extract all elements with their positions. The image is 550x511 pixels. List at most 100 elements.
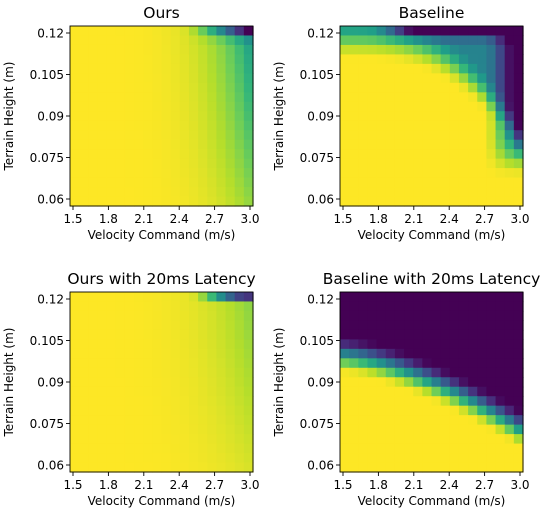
- heatmap-cell: [198, 453, 208, 464]
- heatmap-cell: [243, 35, 254, 46]
- heatmap-cell: [243, 44, 254, 56]
- heatmap-cell: [198, 424, 208, 435]
- heatmap-cell: [88, 367, 99, 378]
- heatmap-cell: [207, 377, 217, 388]
- heatmap-cell: [143, 310, 153, 322]
- heatmap-cell: [79, 396, 89, 407]
- heatmap-cell: [358, 348, 369, 359]
- heatmap-cell: [340, 149, 350, 160]
- heatmap-cell: [440, 130, 451, 141]
- heatmap-cell: [216, 329, 227, 340]
- heatmap-cell: [449, 73, 460, 84]
- heatmap-cell: [225, 386, 236, 397]
- heatmap-cell: [477, 292, 487, 303]
- heatmap-cell: [468, 415, 478, 426]
- heatmap-cell: [216, 26, 227, 37]
- heatmap-cell: [234, 396, 245, 407]
- heatmap-cell: [367, 424, 378, 435]
- heatmap-cell: [79, 415, 89, 426]
- heatmap-cell: [207, 149, 217, 160]
- heatmap-cell: [243, 73, 254, 84]
- heatmap-cell: [207, 111, 217, 122]
- heatmap-cell: [70, 177, 80, 188]
- heatmap-cell: [495, 26, 506, 37]
- heatmap-cell: [70, 196, 80, 207]
- heatmap-cell: [385, 73, 396, 84]
- heatmap-cell: [179, 405, 190, 416]
- y-tick-label: 0.06: [37, 459, 64, 473]
- heatmap-cell: [486, 462, 497, 473]
- heatmap-cell: [198, 196, 208, 207]
- heatmap-cell: [207, 434, 217, 445]
- heatmap-cell: [394, 187, 405, 198]
- heatmap-cell: [358, 367, 369, 378]
- heatmap-cell: [234, 111, 245, 122]
- heatmap-cell: [340, 329, 350, 340]
- heatmap-cell: [495, 358, 506, 369]
- heatmap-cell: [358, 168, 369, 179]
- heatmap-cell: [161, 367, 172, 378]
- heatmap-cell: [115, 101, 126, 112]
- heatmap-cell: [431, 292, 442, 303]
- heatmap-cell: [376, 92, 387, 103]
- heatmap-cell: [358, 92, 369, 103]
- heatmap-cell: [486, 82, 497, 93]
- heatmap-cell: [243, 120, 254, 131]
- heatmap-cell: [97, 386, 108, 397]
- heatmap-cell: [477, 26, 487, 37]
- heatmap-cell: [495, 101, 506, 112]
- heatmap-cell: [513, 149, 524, 160]
- heatmap-cell: [440, 26, 451, 37]
- heatmap-cell: [106, 386, 117, 397]
- heatmap-cell: [468, 139, 478, 150]
- heatmap-cell: [468, 348, 478, 359]
- heatmap-cell: [376, 54, 387, 65]
- heatmap-cell: [70, 63, 80, 74]
- heatmap-cell: [404, 462, 414, 473]
- heatmap-cell: [477, 149, 487, 160]
- heatmap-cell: [170, 453, 181, 464]
- heatmap-cell: [486, 158, 497, 169]
- heatmap-cell: [513, 63, 524, 74]
- heatmap-cell: [161, 149, 172, 160]
- heatmap-cell: [404, 26, 414, 37]
- heatmap-cell: [394, 82, 405, 93]
- heatmap-cell: [243, 149, 254, 160]
- heatmap-cell: [486, 386, 497, 397]
- heatmap-cell: [124, 168, 135, 179]
- heatmap-cell: [225, 329, 236, 340]
- heatmap-cell: [477, 415, 487, 426]
- heatmap-cell: [404, 415, 414, 426]
- heatmap-cell: [349, 339, 359, 350]
- heatmap-cell: [198, 443, 208, 454]
- heatmap-cell: [422, 149, 433, 160]
- heatmap-cell: [115, 348, 126, 359]
- heatmap-cell: [440, 339, 451, 350]
- heatmap-cell: [458, 462, 469, 473]
- heatmap-cell: [106, 177, 117, 188]
- heatmap-cell: [413, 73, 423, 84]
- heatmap-cell: [134, 35, 144, 46]
- heatmap-cell: [152, 443, 163, 454]
- heatmap-cell: [367, 292, 378, 303]
- heatmap-cell: [234, 386, 245, 397]
- heatmap-cell: [504, 292, 515, 303]
- heatmap-cell: [216, 434, 227, 445]
- heatmap-cell: [449, 396, 460, 407]
- heatmap-cell: [513, 462, 524, 473]
- heatmap-cell: [79, 196, 89, 207]
- heatmap-cell: [198, 377, 208, 388]
- heatmap-cell: [88, 443, 99, 454]
- heatmap-cell: [449, 339, 460, 350]
- heatmap-cell: [431, 187, 442, 198]
- heatmap-cell: [152, 35, 163, 46]
- heatmap-cell: [97, 329, 108, 340]
- heatmap-cell: [243, 196, 254, 207]
- heatmap-cell: [152, 424, 163, 435]
- heatmap-cell: [143, 44, 153, 56]
- heatmap-cell: [477, 158, 487, 169]
- heatmap-cell: [179, 158, 190, 169]
- heatmap-cell: [88, 73, 99, 84]
- heatmap-cell: [504, 187, 515, 198]
- heatmap-cell: [394, 35, 405, 46]
